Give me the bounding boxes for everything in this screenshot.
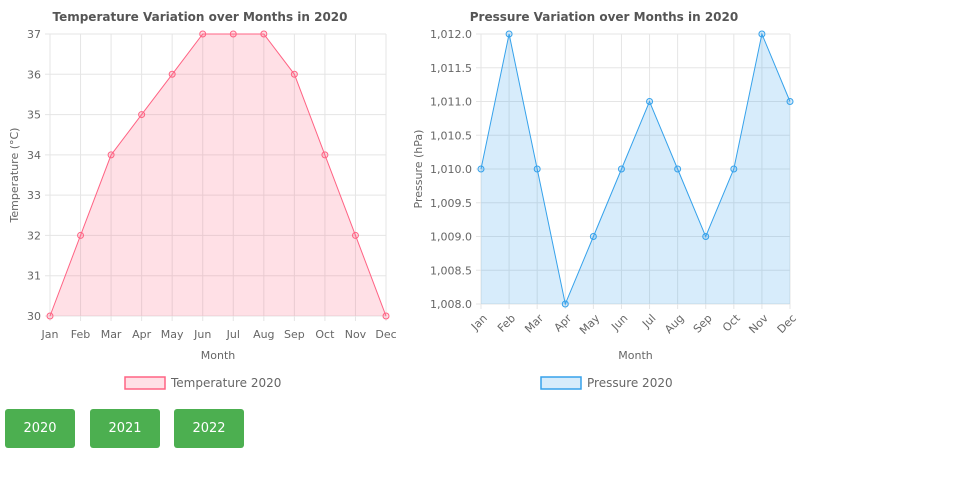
pressure-chart: Pressure Variation over Months in 2020 1,…: [412, 10, 799, 390]
x-axis-title: Month: [201, 349, 236, 362]
x-tick-label: Jun: [193, 328, 211, 341]
x-tick-label: Aug: [253, 328, 274, 341]
temperature-chart: Temperature Variation over Months in 202…: [8, 10, 397, 390]
data-point: [646, 98, 654, 105]
y-tick-label: 1,011.0: [430, 96, 472, 109]
y-tick-label: 1,010.5: [430, 129, 472, 142]
legend-swatch: [540, 376, 582, 390]
series-line: [480, 32, 791, 306]
data-point: [290, 70, 298, 78]
x-tick-label: Apr: [552, 311, 575, 334]
data-point: [168, 70, 176, 78]
y-tick-label: 36: [27, 68, 41, 81]
x-tick-label: Nov: [746, 311, 771, 336]
y-axis-title: Pressure (hPa): [412, 130, 425, 209]
x-tick-label: Nov: [345, 328, 367, 341]
data-point: [138, 111, 146, 119]
charts-canvas: Temperature Variation over Months in 202…: [8, 10, 799, 390]
data-point: [107, 151, 115, 159]
y-tick-label: 34: [27, 149, 41, 162]
x-tick-label: Feb: [71, 328, 90, 341]
y-tick-label: 1,008.0: [430, 298, 472, 311]
y-tick-label: 1,011.5: [430, 62, 472, 75]
x-tick-label: Jun: [608, 312, 630, 334]
x-tick-label: Jan: [41, 328, 59, 341]
chart-title: Temperature Variation over Months in 202…: [52, 10, 347, 24]
y-tick-label: 1,010.0: [430, 163, 472, 176]
y-tick-label: 1,012.0: [430, 28, 472, 41]
data-point: [321, 151, 329, 159]
x-tick-label: Mar: [101, 328, 122, 341]
x-axis-title: Month: [618, 349, 653, 362]
y-tick-label: 31: [27, 270, 41, 283]
data-point: [786, 98, 794, 105]
legend-label: Temperature 2020: [170, 376, 281, 390]
x-tick-label: Oct: [315, 328, 335, 341]
data-point: [617, 165, 625, 173]
data-point: [77, 231, 85, 239]
y-tick-label: 32: [27, 229, 41, 242]
chart-title: Pressure Variation over Months in 2020: [470, 10, 738, 24]
y-tick-label: 1,009.0: [430, 231, 472, 244]
data-point: [758, 30, 766, 38]
data-point: [589, 233, 597, 240]
x-tick-label: Sep: [284, 328, 305, 341]
year-2022-button[interactable]: 2022: [174, 409, 244, 448]
data-point: [382, 312, 390, 320]
series-area-fill: [50, 34, 386, 316]
y-axis-title: Temperature (°C): [8, 128, 21, 224]
x-tick-label: Feb: [495, 312, 518, 335]
data-point: [229, 30, 237, 38]
x-tick-label: Jul: [226, 328, 240, 341]
series-line: [49, 33, 387, 317]
year-2021-button[interactable]: 2021: [90, 409, 160, 448]
data-point: [505, 30, 513, 38]
y-tick-label: 1,009.5: [430, 197, 472, 210]
data-point: [730, 165, 738, 173]
x-tick-label: Aug: [662, 312, 686, 336]
y-tick-label: 33: [27, 189, 41, 202]
x-tick-label: Sep: [691, 312, 715, 336]
legend-label: Pressure 2020: [587, 376, 673, 390]
y-tick-label: 37: [27, 28, 41, 41]
x-tick-label: May: [577, 311, 603, 337]
data-point: [561, 300, 569, 308]
x-tick-label: Jul: [639, 312, 658, 331]
x-tick-label: Jan: [468, 312, 490, 334]
data-point: [702, 233, 710, 240]
y-tick-label: 30: [27, 310, 41, 323]
x-tick-label: Mar: [522, 311, 546, 335]
data-point: [46, 312, 54, 320]
legend-swatch: [124, 376, 166, 390]
x-tick-label: Apr: [132, 328, 152, 341]
x-tick-label: May: [161, 328, 184, 341]
data-point: [477, 165, 485, 173]
data-point: [351, 231, 359, 239]
data-point: [674, 165, 682, 173]
year-2020-button[interactable]: 2020: [5, 409, 75, 448]
y-tick-label: 1,008.5: [430, 264, 472, 277]
x-tick-label: Oct: [720, 311, 743, 334]
data-point: [260, 30, 268, 38]
y-tick-label: 35: [27, 109, 41, 122]
data-point: [533, 165, 541, 173]
x-tick-label: Dec: [775, 312, 799, 336]
series-area-fill: [481, 34, 790, 304]
data-point: [199, 30, 207, 38]
x-tick-label: Dec: [375, 328, 396, 341]
